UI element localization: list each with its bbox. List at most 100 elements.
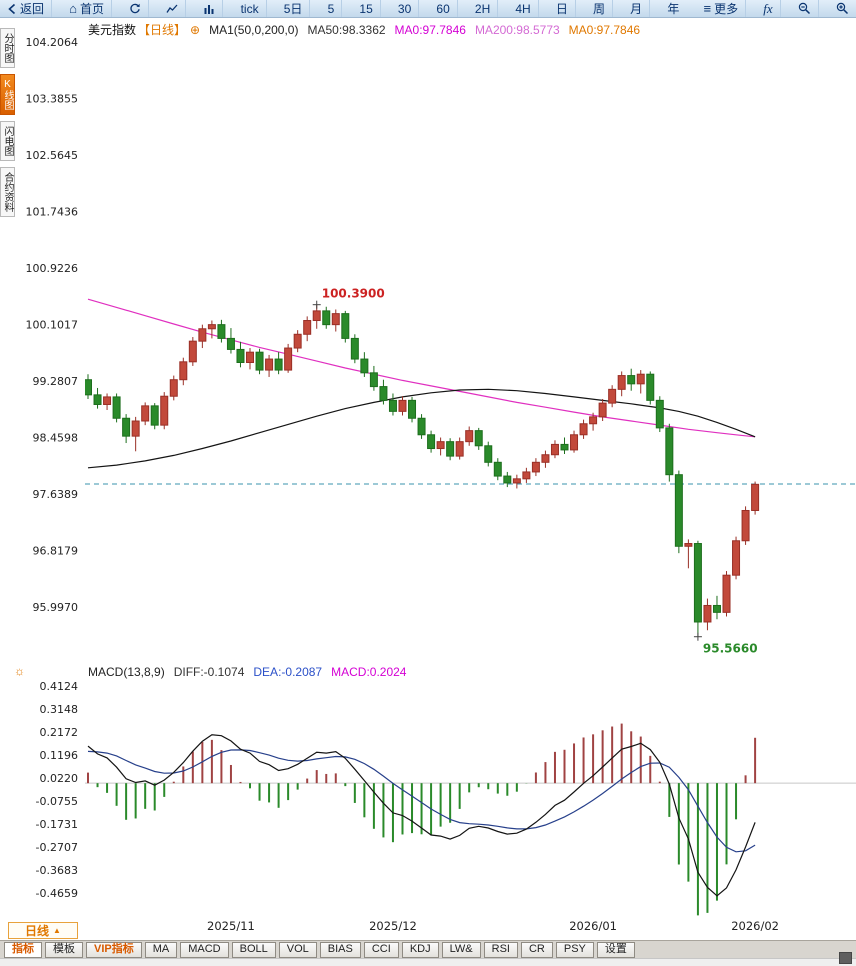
- svg-text:0.4124: 0.4124: [40, 680, 79, 693]
- period-tag: 【日线】: [138, 23, 187, 37]
- period-button-2H[interactable]: 2H: [468, 0, 499, 17]
- svg-text:0.3148: 0.3148: [40, 703, 79, 716]
- svg-text:95.9970: 95.9970: [33, 601, 79, 614]
- add-indicator-icon[interactable]: ⊕: [190, 22, 201, 37]
- ma-line-MA50: [87, 388, 756, 469]
- refresh-button[interactable]: [122, 0, 150, 17]
- svg-text:-0.4659: -0.4659: [36, 887, 78, 900]
- symbol-name: 美元指数: [88, 23, 137, 37]
- indicator-tab-MACD[interactable]: MACD: [180, 941, 229, 958]
- indicator-tab-RSI[interactable]: RSI: [483, 941, 518, 958]
- svg-text:-0.0755: -0.0755: [36, 795, 78, 808]
- back-arrow-icon: [8, 3, 16, 14]
- indicator-tab-MA[interactable]: MA: [144, 941, 178, 958]
- chart-type-sidebar: 分时图 K线图闪电图合约资料: [0, 28, 15, 217]
- volume-chart-button[interactable]: [196, 0, 224, 17]
- period-button-日[interactable]: 日: [549, 0, 576, 17]
- indicator-tab-VOL[interactable]: VOL: [278, 941, 317, 958]
- svg-text:96.8179: 96.8179: [33, 545, 79, 558]
- macd-value-1: DIFF:-0.1074: [173, 665, 245, 679]
- period-button-5[interactable]: 5: [321, 0, 343, 17]
- zoom-in-button[interactable]: [829, 0, 856, 17]
- svg-text:-0.3683: -0.3683: [36, 864, 78, 877]
- side-tab-2[interactable]: K线图: [0, 74, 15, 115]
- period-selector-arrow-icon: ▲: [53, 926, 61, 935]
- period-label: 5: [327, 1, 335, 16]
- main-chart-header: 美元指数 【日线】 ⊕ MA1(50,0,200,0) MA50:98.3362…: [88, 21, 640, 38]
- ma-values: MA50:98.3362 MA0:97.7846 MA200:98.5773 MA0:…: [307, 23, 640, 37]
- period-label: 60: [436, 1, 450, 16]
- zoom-out-button[interactable]: [791, 0, 819, 17]
- period-button-月[interactable]: 月: [623, 0, 651, 17]
- svg-text:100.9226: 100.9226: [26, 262, 79, 275]
- svg-text:97.6389: 97.6389: [33, 488, 79, 501]
- svg-text:0.2172: 0.2172: [40, 726, 79, 739]
- home-icon: ⌂: [69, 0, 78, 16]
- indicator-tab-CR[interactable]: CR: [520, 941, 553, 958]
- side-tab-1[interactable]: 分时图: [0, 28, 15, 68]
- period-label: 15: [359, 1, 373, 16]
- ma-value-2: MA0:97.7846: [394, 22, 466, 37]
- period-label: 4H: [515, 1, 531, 16]
- period-selector-label: 日线: [25, 924, 50, 938]
- period-label: 日: [555, 2, 568, 16]
- indicator-tab-指标[interactable]: 指标: [4, 941, 42, 958]
- macd-title: MACD(13,8,9): [88, 665, 165, 679]
- fx-icon: fx: [763, 0, 773, 16]
- zoom-in-icon: [836, 2, 848, 15]
- period-label: 30: [397, 1, 412, 16]
- line-chart-button[interactable]: [159, 0, 187, 17]
- indicator-tab-PSY[interactable]: PSY: [555, 941, 594, 958]
- period-label: 年: [667, 2, 680, 16]
- tick-period-button[interactable]: tick: [234, 0, 267, 17]
- svg-text:0.0220: 0.0220: [40, 772, 79, 785]
- svg-text:2025/11: 2025/11: [207, 919, 255, 933]
- period-label: 2H: [474, 1, 491, 16]
- top-toolbar: 返回 ⌂ 首页 tick 5日 5 15 30 60 2H 4H 日 周 月 年 ≡ 更多 fx: [0, 0, 856, 18]
- menu-icon: ≡: [703, 0, 712, 16]
- macd-value-3: MACD:0.2024: [331, 665, 407, 679]
- side-tab-3[interactable]: 闪电图: [0, 121, 15, 161]
- period-button-30[interactable]: 30: [391, 0, 420, 17]
- scroll-grip-icon[interactable]: [839, 952, 852, 964]
- five-day-label: 5日: [283, 2, 303, 16]
- formula-button[interactable]: fx: [756, 0, 781, 17]
- chart-canvas[interactable]: 104.2064 103.3855 102.5645 101.7436 100.9226…: [0, 18, 856, 940]
- period-button-年[interactable]: 年: [660, 0, 686, 17]
- ma-value-1: MA50:98.3362: [307, 22, 386, 37]
- svg-text:104.2064: 104.2064: [26, 36, 79, 49]
- period-label: 周: [593, 2, 606, 16]
- more-button[interactable]: ≡ 更多: [696, 0, 747, 17]
- indicator-tab-BOLL[interactable]: BOLL: [231, 941, 276, 958]
- period-button-60[interactable]: 60: [429, 0, 458, 17]
- ma-value-3: MA200:98.5773: [474, 22, 560, 37]
- indicator-tab-BIAS[interactable]: BIAS: [319, 941, 361, 958]
- svg-text:0.1196: 0.1196: [40, 749, 79, 762]
- period-button-4H[interactable]: 4H: [508, 0, 539, 17]
- indicator-tab-设置[interactable]: 设置: [596, 941, 635, 958]
- svg-text:103.3855: 103.3855: [26, 93, 79, 106]
- five-day-button[interactable]: 5日: [277, 0, 311, 17]
- indicator-tab-模板[interactable]: 模板: [45, 941, 83, 958]
- indicator-tab-VIP指标[interactable]: VIP指标: [86, 941, 142, 958]
- ma-value-4: MA0:97.7846: [568, 22, 641, 37]
- indicator-tab-LW&[interactable]: LW&: [441, 941, 481, 958]
- indicator-tab-KDJ[interactable]: KDJ: [401, 941, 439, 958]
- dea-line: [87, 749, 756, 853]
- back-button[interactable]: 返回: [0, 0, 53, 17]
- line-chart-icon: [166, 4, 178, 13]
- macd-value-2: DEA:-0.2087: [253, 665, 323, 679]
- indicator-tab-CCI[interactable]: CCI: [363, 941, 399, 958]
- period-button-周[interactable]: 周: [586, 0, 614, 17]
- svg-text:99.2807: 99.2807: [33, 375, 79, 388]
- volume-bars-icon: [204, 4, 214, 14]
- more-label: 更多: [714, 2, 739, 16]
- refresh-icon: [130, 3, 140, 13]
- side-tab-4[interactable]: 合约资料: [0, 167, 15, 217]
- period-button-15[interactable]: 15: [352, 0, 381, 17]
- period-selector[interactable]: 日线 ▲: [8, 922, 78, 939]
- svg-text:95.5660: 95.5660: [703, 642, 758, 656]
- home-button[interactable]: ⌂ 首页: [62, 0, 113, 17]
- indicator-settings-icon[interactable]: ☼: [14, 664, 25, 678]
